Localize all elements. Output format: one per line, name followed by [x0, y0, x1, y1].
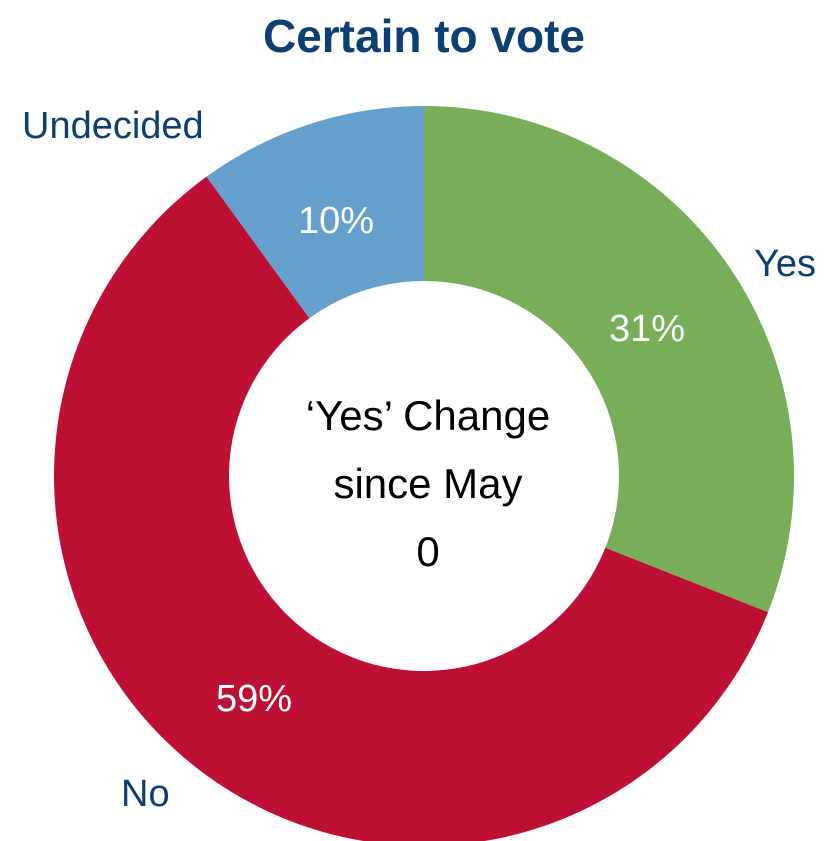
- category-label-no: No: [121, 773, 170, 815]
- category-label-yes: Yes: [754, 243, 816, 285]
- value-label-yes: 31%: [609, 308, 685, 350]
- category-label-undecided: Undecided: [22, 105, 204, 147]
- center-text-line-2: since May: [333, 460, 522, 507]
- category-labels: Undecided Yes No: [22, 105, 816, 815]
- donut-slices: [54, 106, 794, 841]
- chart-title: Certain to vote: [263, 10, 585, 62]
- center-text-line-3: 0: [416, 528, 439, 575]
- value-label-undecided: 10%: [298, 200, 374, 242]
- value-label-no: 59%: [216, 678, 292, 720]
- slice-yes: [424, 106, 794, 613]
- center-annotation: ‘Yes’ Change since May 0: [306, 392, 550, 575]
- value-labels: 10% 31% 59%: [216, 200, 685, 720]
- slice-no: [54, 176, 769, 841]
- center-text-line-1: ‘Yes’ Change: [306, 392, 550, 439]
- slice-undecided: [206, 106, 424, 319]
